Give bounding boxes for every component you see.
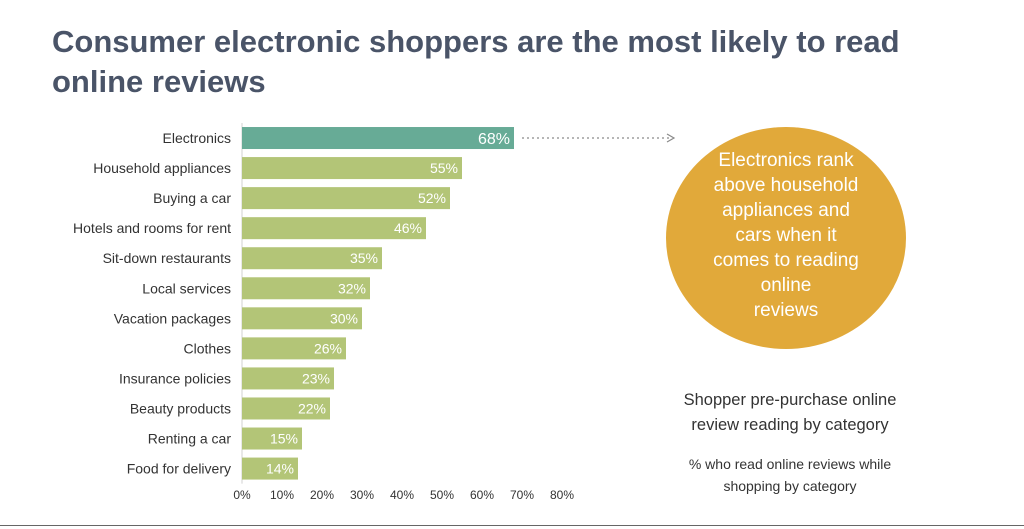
bottom-divider — [0, 525, 1024, 526]
data-label: 32% — [338, 280, 366, 296]
bar — [242, 307, 362, 330]
category-label: Sit-down restaurants — [103, 250, 231, 266]
data-label: 68% — [478, 131, 510, 148]
bar-chart: Electronics 68% Household appliances 55% Buy… — [73, 123, 676, 502]
data-label: 22% — [298, 400, 326, 416]
data-label: 14% — [266, 461, 294, 477]
x-tick-label: 70% — [510, 488, 534, 502]
callout-arrow-head — [666, 133, 676, 143]
bar — [242, 127, 514, 150]
x-tick-label: 10% — [270, 488, 294, 502]
bar — [242, 217, 426, 240]
callout-circle: Electronics rank above household applian… — [666, 127, 906, 349]
data-label: 35% — [350, 250, 378, 266]
x-tick-label: 50% — [430, 488, 454, 502]
bar — [242, 337, 346, 360]
data-label: 55% — [430, 160, 458, 176]
data-label: 46% — [394, 220, 422, 236]
bar — [242, 247, 382, 270]
category-label: Vacation packages — [114, 310, 231, 326]
page-title: Consumer electronic shoppers are the mos… — [52, 24, 900, 99]
bar — [242, 367, 334, 390]
data-label: 23% — [302, 370, 330, 386]
bar — [242, 397, 330, 420]
category-label: Buying a car — [153, 190, 231, 206]
x-tick-label: 30% — [350, 488, 374, 502]
category-label: Renting a car — [148, 431, 232, 447]
category-label: Food for delivery — [127, 461, 231, 477]
x-tick-label: 60% — [470, 488, 494, 502]
category-label: Local services — [142, 280, 231, 296]
chart-caption: Shopper pre-purchase online review readi… — [683, 391, 897, 434]
callout-text: Electronics rank above household applian… — [713, 149, 859, 321]
category-label: Electronics — [163, 130, 231, 146]
category-label: Beauty products — [130, 400, 231, 416]
category-label: Clothes — [184, 340, 231, 356]
x-tick-label: 20% — [310, 488, 334, 502]
x-tick-label: 0% — [233, 488, 251, 502]
bar — [242, 157, 462, 180]
data-label: 52% — [418, 190, 446, 206]
bar — [242, 457, 298, 480]
chart-subcaption: % who read online reviews while shopping… — [688, 456, 892, 494]
x-tick-label: 80% — [550, 488, 574, 502]
bar — [242, 427, 302, 450]
data-label: 26% — [314, 340, 342, 356]
data-label: 15% — [270, 431, 298, 447]
data-label: 30% — [330, 310, 358, 326]
category-label: Household appliances — [93, 160, 231, 176]
category-label: Hotels and rooms for rent — [73, 220, 231, 236]
category-label: Insurance policies — [119, 370, 231, 386]
x-tick-label: 40% — [390, 488, 414, 502]
bar — [242, 187, 450, 210]
bar — [242, 277, 370, 300]
